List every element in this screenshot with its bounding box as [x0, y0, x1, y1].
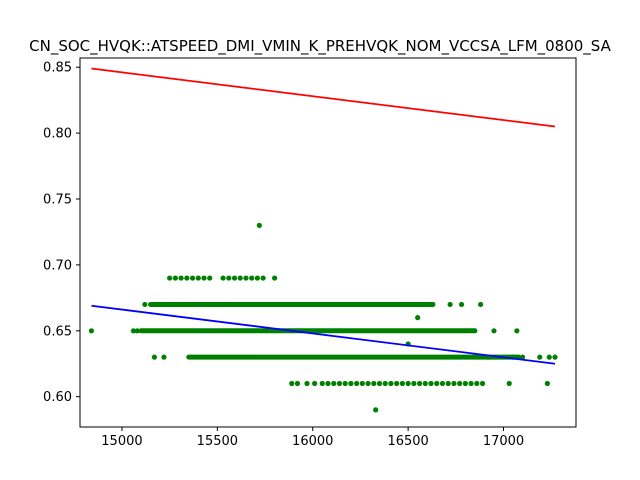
scatter-point: [365, 380, 371, 387]
scatter-point: [514, 328, 520, 334]
scatter-point: [371, 380, 377, 387]
scatter-point: [130, 328, 137, 334]
blue-fit-line: [91, 304, 556, 365]
plot-area: [79, 57, 577, 428]
scatter-point: [254, 275, 261, 281]
scatter-point: [226, 275, 232, 281]
scatter-point: [178, 275, 184, 281]
scatter-point: [161, 354, 167, 360]
scatter-point: [411, 380, 417, 387]
scatter-point: [428, 380, 434, 387]
scatter-point: [373, 407, 379, 413]
scatter-point: [342, 380, 348, 387]
scatter-point: [195, 275, 201, 281]
scatter-point: [447, 301, 453, 308]
scatter-point: [304, 380, 310, 387]
scatter-point: [260, 275, 266, 281]
chart-title: CN_SOC_HVQK::ATSPEED_DMI_VMIN_K_PREHVQK_…: [29, 37, 611, 56]
scatter-point: [399, 380, 405, 387]
scatter-point: [354, 380, 360, 387]
scatter-point: [331, 380, 337, 387]
scatter-point: [134, 328, 140, 334]
x-tick-label: 15500: [197, 434, 238, 449]
scatter-point: [552, 354, 558, 360]
scatter-point: [167, 275, 173, 281]
scatter-point: [445, 380, 451, 387]
scatter-point: [451, 380, 457, 387]
scatter-point: [325, 380, 331, 387]
scatter-point: [422, 380, 428, 387]
scatter-point: [348, 380, 354, 387]
scatter-point: [376, 380, 383, 387]
axes-frame: [79, 57, 577, 428]
fit-lines: [91, 67, 556, 365]
y-tick-label: 0.70: [43, 258, 72, 273]
x-tick-label: 17000: [483, 434, 524, 449]
scatter-point: [256, 222, 262, 228]
y-tick-label: 0.60: [43, 390, 72, 405]
scatter-point: [491, 328, 497, 334]
x-tick-label: 16000: [292, 434, 333, 449]
scatter-point: [462, 380, 468, 387]
x-axis: 15000 15500 16000 16500 17000: [101, 427, 524, 449]
scatter-point: [468, 380, 474, 387]
scatter-point: [415, 315, 421, 321]
scatter-point: [359, 380, 365, 387]
scatter-point: [207, 275, 213, 281]
x-tick-label: 15000: [101, 434, 142, 449]
red-fit-line: [91, 67, 556, 128]
scatter-point: [184, 275, 190, 281]
scatter-point: [537, 354, 543, 360]
scatter-point: [474, 380, 480, 387]
scatter-point: [519, 354, 526, 360]
x-tick-label: 16500: [387, 434, 428, 449]
scatter-point: [312, 380, 318, 387]
scatter-point: [457, 380, 463, 387]
scatter-point: [382, 380, 388, 387]
scatter-point: [478, 301, 484, 308]
scatter-point: [416, 380, 423, 387]
scatter-point: [189, 275, 196, 281]
y-tick-label: 0.65: [43, 324, 72, 339]
scatter-point: [458, 301, 465, 308]
scatter-point: [220, 275, 226, 281]
y-tick-label: 0.75: [43, 193, 72, 208]
scatter-point: [544, 380, 550, 387]
scatter-point: [319, 380, 325, 387]
scatter-point: [201, 275, 207, 281]
scatter-point: [405, 380, 411, 387]
scatter-point: [88, 328, 95, 334]
scatter-point: [151, 354, 157, 360]
y-axis: 0.60 0.65 0.70 0.75 0.80 0.85: [43, 61, 80, 405]
scatter-point: [142, 301, 148, 308]
scatter-point: [394, 380, 400, 387]
scatter-points: [88, 222, 558, 413]
scatter-point: [237, 275, 243, 281]
scatter-point: [434, 380, 440, 387]
scatter-point: [439, 380, 446, 387]
scatter-point: [243, 275, 249, 281]
scatter-point: [271, 275, 278, 281]
scatter-point: [336, 380, 343, 387]
scatter-point: [172, 275, 178, 281]
scatter-point: [479, 380, 486, 387]
scatter-point: [294, 380, 301, 387]
scatter-point: [388, 380, 394, 387]
y-tick-label: 0.80: [43, 127, 72, 142]
scatter-point: [289, 380, 295, 387]
y-tick-label: 0.85: [43, 61, 72, 76]
scatter-point: [231, 275, 238, 281]
scatter-point: [546, 354, 552, 360]
scatter-point: [249, 275, 255, 281]
scatter-point: [506, 380, 512, 387]
